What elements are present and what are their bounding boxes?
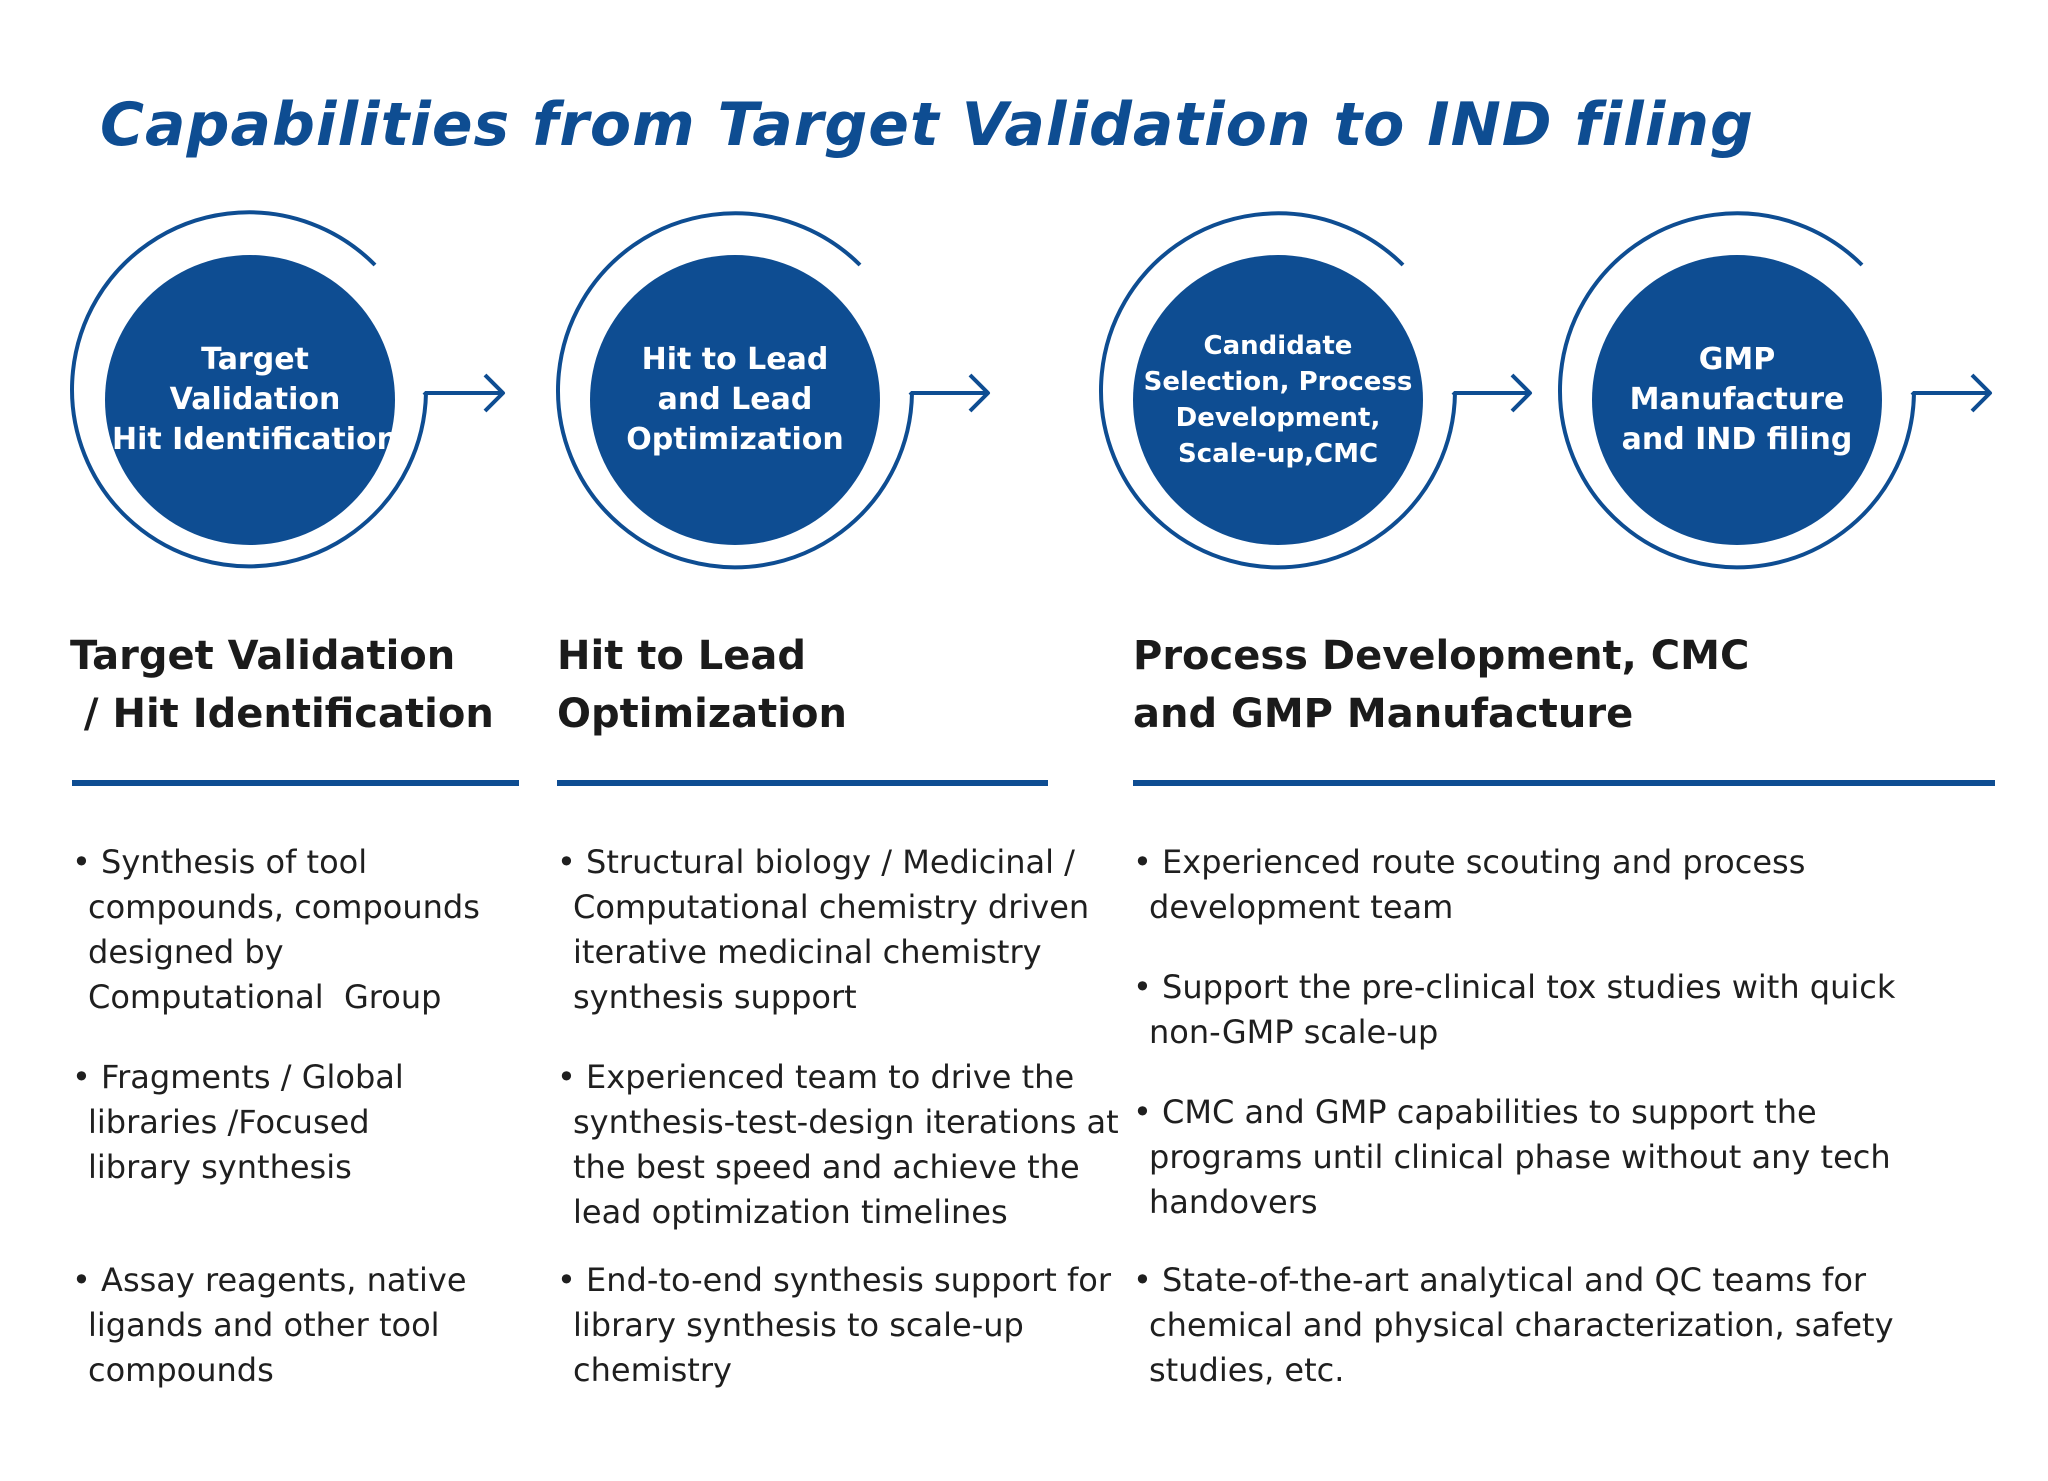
column-1-heading: Target Validation / Hit Identification	[70, 627, 494, 743]
bullet-line: the best speed and achieve the	[573, 1148, 1080, 1186]
arrow-right-icon	[1510, 373, 1532, 413]
bullet-line: compounds, compounds	[88, 888, 480, 926]
column-3-heading: Process Development, CMC and GMP Manufac…	[1133, 627, 1749, 743]
bullet-line: Computational chemistry driven	[573, 888, 1090, 926]
bullet-line: Computational Group	[88, 978, 442, 1016]
step-3-graphic	[1099, 211, 1532, 570]
step-3-line-1: Candidate	[1203, 331, 1353, 361]
column-1-bullet-2: • Fragments / Global libraries /Focused …	[72, 1055, 404, 1190]
step-2-line-3: Optimization	[626, 422, 844, 457]
bullet-line: synthesis support	[573, 978, 857, 1016]
step-2-line-1: Hit to Lead	[641, 342, 829, 377]
step-2-ring	[556, 211, 914, 570]
column-1-heading-line-1: Target Validation	[70, 633, 456, 679]
bullet-line: synthesis-test-design iterations at	[573, 1103, 1119, 1141]
column-2-heading-line-1: Hit to Lead	[557, 633, 807, 679]
bullet-line: non-GMP scale-up	[1149, 1013, 1439, 1051]
step-4-graphic	[1558, 211, 1992, 570]
column-3-bullet-3: • CMC and GMP capabilities to support th…	[1133, 1090, 1891, 1225]
bullet-line: library synthesis to scale-up	[573, 1306, 1024, 1344]
bullet-line: • Structural biology / Medicinal /	[557, 843, 1075, 881]
step-1-ring	[70, 210, 428, 569]
step-2-line-2: and Lead	[657, 382, 813, 417]
step-3-ring	[1099, 211, 1457, 570]
bullet-line: iterative medicinal chemistry	[573, 933, 1042, 971]
step-1-line-1: Target	[201, 342, 309, 377]
arrow-right-icon	[968, 373, 990, 413]
bullet-line: • Synthesis of tool	[72, 843, 368, 881]
bullet-line: chemistry	[573, 1351, 732, 1389]
column-2-heading-line-2: Optimization	[557, 691, 847, 737]
step-4-connector	[1910, 391, 1990, 397]
step-4-label: GMP Manufacture and IND filing	[1587, 300, 1887, 500]
bullet-line: programs until clinical phase without an…	[1149, 1138, 1891, 1176]
bullet-line: • Experienced route scouting and process	[1133, 843, 1806, 881]
column-1-bullet-3: • Assay reagents, native ligands and oth…	[72, 1258, 467, 1393]
bullet-line: handovers	[1149, 1183, 1318, 1221]
column-1-divider	[72, 780, 519, 786]
bullet-line: library synthesis	[88, 1148, 352, 1186]
step-1-disc	[105, 255, 395, 545]
column-3-heading-line-1: Process Development, CMC	[1133, 633, 1750, 679]
column-2-bullet-2: • Experienced team to drive the synthesi…	[557, 1055, 1119, 1235]
bullet-line: libraries /Focused	[88, 1103, 370, 1141]
column-2-heading: Hit to Lead Optimization	[557, 627, 847, 743]
step-1-label: Target Validation Hit Identification	[105, 300, 405, 500]
bullet-line: lead optimization timelines	[573, 1193, 1008, 1231]
column-3-bullet-1: • Experienced route scouting and process…	[1133, 840, 1805, 930]
bullet-line: designed by	[88, 933, 284, 971]
column-3-bullet-4: • State-of-the-art analytical and QC tea…	[1133, 1258, 1894, 1393]
bullet-line: chemical and physical characterization, …	[1149, 1306, 1894, 1344]
column-3-bullet-2: • Support the pre-clinical tox studies w…	[1133, 965, 1895, 1055]
step-3-line-3: Development,	[1175, 403, 1381, 433]
step-2-label: Hit to Lead and Lead Optimization	[585, 300, 885, 500]
step-1-graphic	[70, 210, 505, 569]
step-4-ring	[1558, 211, 1916, 570]
column-2-divider	[557, 780, 1048, 786]
step-3-line-2: Selection, Process	[1143, 367, 1413, 397]
bullet-line: • Support the pre-clinical tox studies w…	[1133, 968, 1896, 1006]
column-2-bullet-3: • End-to-end synthesis support for libra…	[557, 1258, 1111, 1393]
bullet-line: • State-of-the-art analytical and QC tea…	[1133, 1261, 1867, 1299]
column-1-heading-line-2: / Hit Identification	[70, 691, 494, 737]
column-1-bullet-1: • Synthesis of tool compounds, compounds…	[72, 840, 480, 1020]
step-4-line-3: and IND filing	[1621, 422, 1853, 457]
arrow-right-icon	[483, 373, 505, 413]
bullet-line: studies, etc.	[1149, 1351, 1345, 1389]
step-1-line-3: Hit Identification	[112, 422, 398, 457]
bullet-line: ligands and other tool	[88, 1306, 440, 1344]
bullet-line: • Assay reagents, native	[72, 1261, 467, 1299]
bullet-line: compounds	[88, 1351, 274, 1389]
step-4-disc	[1592, 255, 1882, 545]
bullet-line: • CMC and GMP capabilities to support th…	[1133, 1093, 1817, 1131]
step-4-line-2: Manufacture	[1629, 382, 1845, 417]
bullet-line: • End-to-end synthesis support for	[557, 1261, 1111, 1299]
page-title: Capabilities from Target Validation to I…	[100, 90, 1754, 160]
step-2-connector	[908, 391, 988, 397]
column-3-divider	[1133, 780, 1995, 786]
step-2-graphic	[556, 211, 990, 570]
bullet-line: • Fragments / Global	[72, 1058, 404, 1096]
step-1-connector	[422, 391, 502, 397]
step-3-line-4: Scale-up,CMC	[1177, 439, 1379, 469]
step-4-line-1: GMP	[1698, 342, 1776, 377]
column-3-heading-line-2: and GMP Manufacture	[1133, 691, 1634, 737]
step-2-disc	[590, 255, 880, 545]
step-3-disc	[1133, 255, 1423, 545]
bullet-line: • Experienced team to drive the	[557, 1058, 1075, 1096]
column-2-bullet-1: • Structural biology / Medicinal / Compu…	[557, 840, 1089, 1020]
arrow-right-icon	[1970, 373, 1992, 413]
step-1-line-2: Validation	[169, 382, 341, 417]
step-3-label: Candidate Selection, Process Development…	[1128, 300, 1428, 500]
bullet-line: development team	[1149, 888, 1454, 926]
step-3-connector	[1451, 391, 1530, 397]
